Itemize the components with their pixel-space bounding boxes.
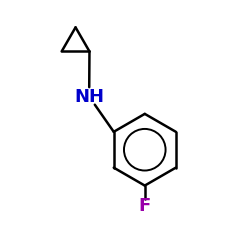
Text: F: F	[139, 197, 151, 215]
Text: NH: NH	[74, 88, 104, 106]
